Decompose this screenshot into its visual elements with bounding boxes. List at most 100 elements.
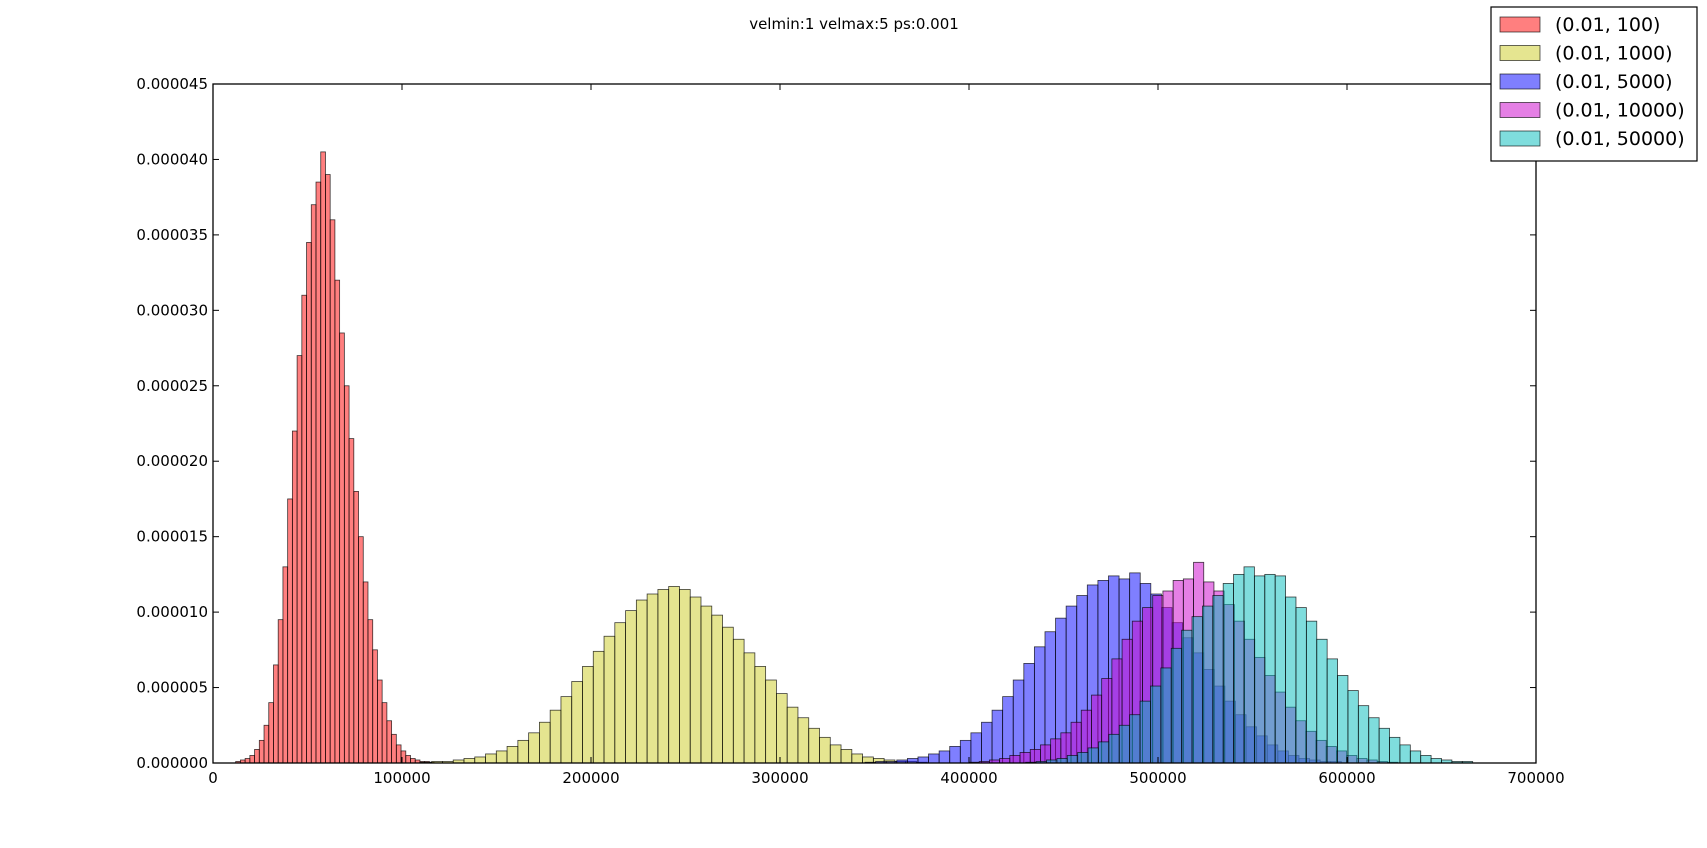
bar bbox=[938, 750, 951, 764]
bar bbox=[711, 614, 723, 764]
bar bbox=[560, 696, 573, 764]
x-tick-label: 400000 bbox=[940, 769, 997, 787]
bar bbox=[405, 755, 411, 764]
bar bbox=[273, 664, 279, 764]
bars-layer bbox=[235, 151, 1474, 764]
legend-label: (0.01, 100) bbox=[1555, 14, 1660, 36]
bar bbox=[291, 430, 298, 764]
bar bbox=[343, 385, 350, 764]
bar bbox=[528, 732, 540, 764]
bar bbox=[1118, 724, 1131, 764]
bar bbox=[700, 605, 713, 764]
x-axis: 0 100000 200000 300000 400000 500000 600000 700… bbox=[208, 84, 1565, 787]
bar bbox=[840, 749, 853, 764]
bar bbox=[362, 581, 369, 764]
bar bbox=[1139, 700, 1151, 764]
bar bbox=[1399, 744, 1411, 764]
bar bbox=[1150, 685, 1162, 764]
bar bbox=[506, 746, 519, 764]
bar bbox=[1305, 620, 1318, 764]
bar bbox=[991, 709, 1004, 764]
chart-title: velmin:1 velmax:5 ps:0.001 bbox=[749, 15, 959, 33]
bar bbox=[395, 744, 402, 764]
bar bbox=[1253, 575, 1266, 764]
bar bbox=[1077, 752, 1089, 764]
bar bbox=[1191, 616, 1203, 764]
y-tick-label: 0.000030 bbox=[136, 301, 208, 319]
bar bbox=[463, 758, 476, 764]
bar bbox=[1019, 752, 1031, 764]
y-tick-label: 0.000025 bbox=[136, 377, 208, 395]
bar bbox=[906, 758, 919, 764]
bar bbox=[329, 219, 336, 764]
bar bbox=[1430, 758, 1442, 764]
bar bbox=[495, 750, 508, 764]
bar bbox=[679, 589, 691, 764]
series-0 bbox=[235, 151, 435, 764]
bar bbox=[485, 753, 497, 764]
y-tick-label: 0.000015 bbox=[136, 528, 208, 546]
bar bbox=[743, 652, 756, 764]
bar bbox=[1222, 583, 1234, 764]
y-tick-label: 0.000035 bbox=[136, 226, 208, 244]
bar bbox=[614, 622, 626, 764]
legend-item: (0.01, 10000) bbox=[1499, 100, 1685, 122]
bar bbox=[474, 756, 486, 764]
bar bbox=[1337, 675, 1349, 764]
bar bbox=[625, 610, 637, 764]
bar bbox=[353, 490, 359, 764]
bar bbox=[1029, 749, 1041, 764]
bar bbox=[301, 294, 307, 764]
bar bbox=[282, 566, 289, 764]
bar bbox=[928, 753, 940, 764]
bar bbox=[1098, 741, 1110, 764]
bar bbox=[372, 649, 378, 764]
bar bbox=[277, 619, 284, 764]
bar bbox=[549, 709, 562, 764]
legend-label: (0.01, 1000) bbox=[1555, 43, 1673, 65]
bar bbox=[689, 596, 702, 764]
bar bbox=[1056, 758, 1068, 764]
y-tick-label: 0.000010 bbox=[136, 603, 208, 621]
bar bbox=[1409, 750, 1422, 764]
bar bbox=[1202, 605, 1214, 764]
x-tick-label: 100000 bbox=[373, 769, 430, 787]
legend-swatch bbox=[1499, 45, 1541, 61]
bar bbox=[386, 720, 393, 764]
bar bbox=[367, 619, 374, 764]
bar bbox=[1264, 573, 1276, 764]
x-tick-label: 0 bbox=[208, 769, 218, 787]
legend-item: (0.01, 1000) bbox=[1499, 43, 1673, 65]
bar bbox=[268, 702, 274, 764]
bar bbox=[786, 706, 799, 764]
legend-swatch bbox=[1499, 102, 1541, 118]
bar bbox=[949, 746, 961, 764]
legend-label: (0.01, 50000) bbox=[1555, 128, 1685, 150]
bar bbox=[1087, 747, 1099, 764]
bar bbox=[819, 736, 831, 764]
bar bbox=[244, 758, 251, 764]
legend-swatch bbox=[1499, 73, 1541, 90]
bar bbox=[571, 681, 583, 764]
bar bbox=[797, 717, 810, 764]
bar bbox=[339, 332, 345, 764]
bar bbox=[306, 242, 312, 764]
bar bbox=[851, 753, 863, 764]
legend-swatch bbox=[1499, 130, 1541, 147]
bar bbox=[603, 635, 616, 764]
bar bbox=[315, 181, 322, 764]
bar bbox=[334, 279, 341, 764]
bar bbox=[582, 666, 594, 764]
bar bbox=[635, 599, 648, 764]
bar bbox=[517, 739, 530, 764]
bar bbox=[320, 151, 326, 764]
x-tick-label: 700000 bbox=[1507, 769, 1564, 787]
bar bbox=[765, 679, 777, 764]
bar bbox=[377, 679, 383, 764]
bar bbox=[1368, 717, 1380, 764]
bar bbox=[249, 755, 255, 764]
bar bbox=[1274, 575, 1286, 764]
bar bbox=[1129, 714, 1141, 764]
bar bbox=[1243, 566, 1255, 764]
